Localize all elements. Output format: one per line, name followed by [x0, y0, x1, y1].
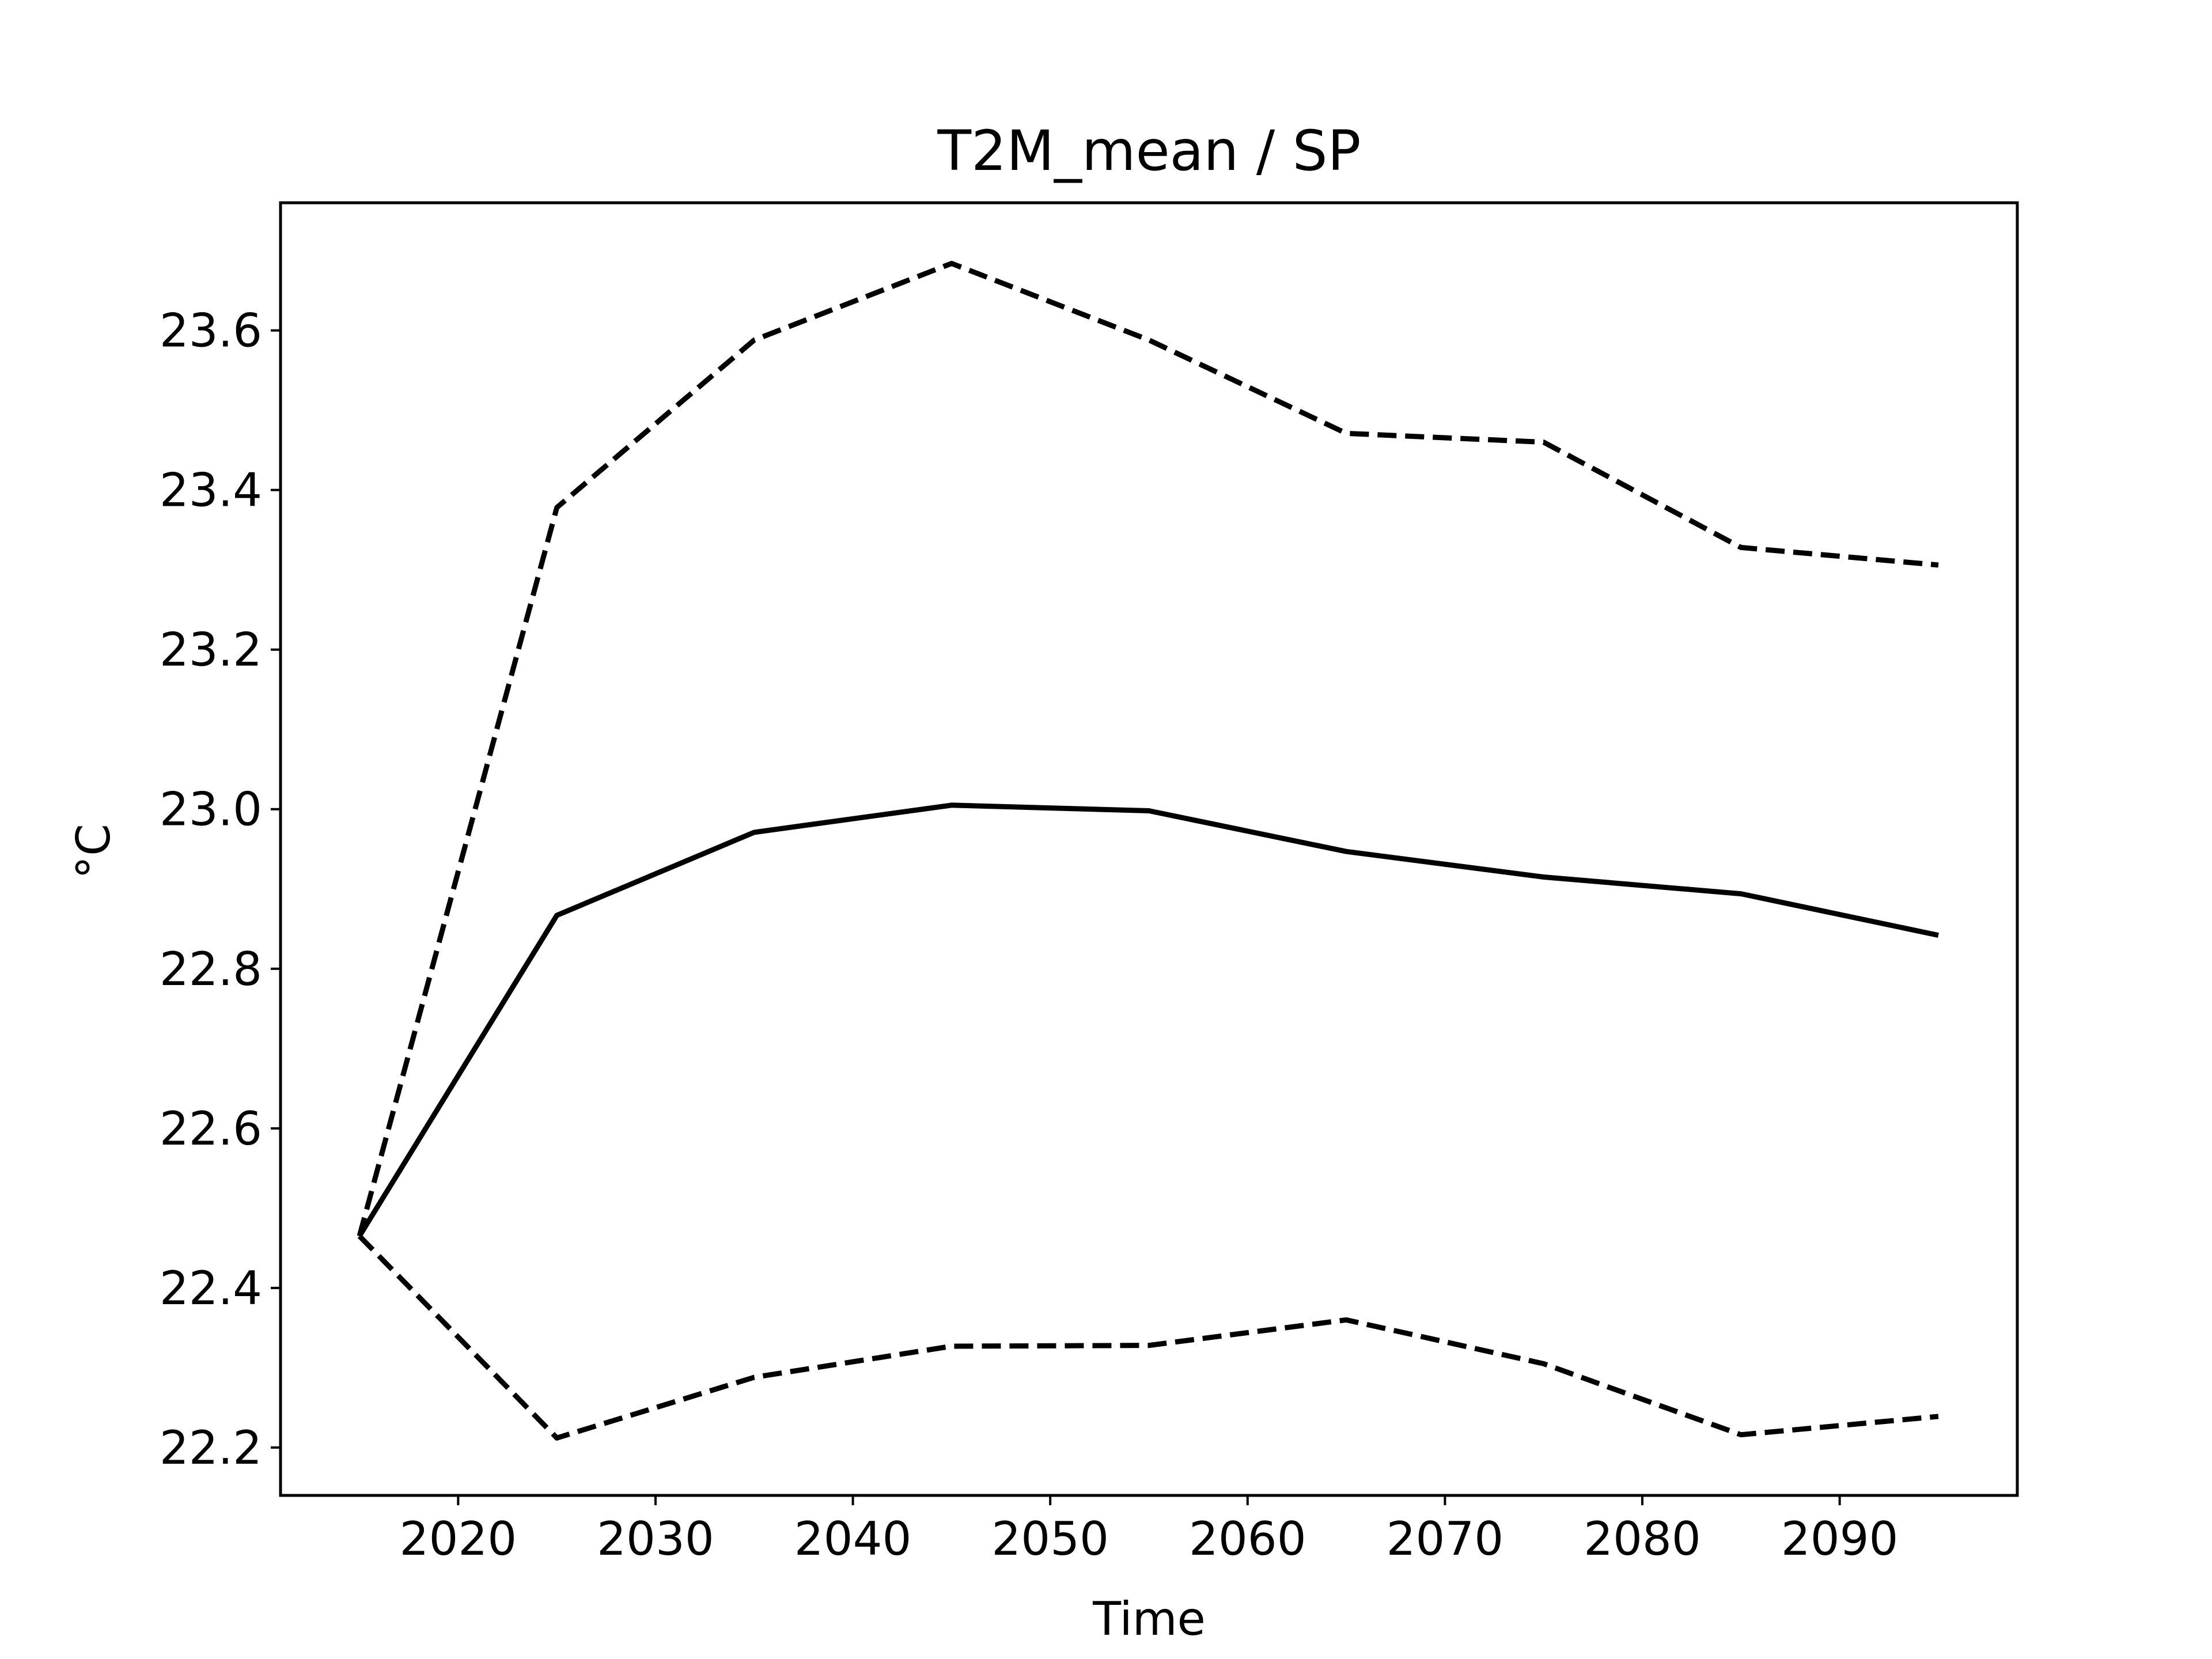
- series-line-1: [357, 802, 1939, 1238]
- x-tick-label: 2090: [1781, 1512, 1899, 1566]
- x-tick-label: 2020: [400, 1512, 517, 1566]
- x-axis-label: Time: [1092, 1592, 1206, 1646]
- y-axis: 22.2 22.4 22.6 22.8 23.0 23.2 23.4 23.6: [160, 304, 281, 1475]
- x-tick-label: 2030: [597, 1512, 714, 1566]
- series-line-2: [357, 260, 1939, 1237]
- y-tick-label: 22.6: [160, 1102, 262, 1156]
- y-tick-label: 22.8: [160, 942, 262, 996]
- x-tick-label: 2060: [1189, 1512, 1306, 1566]
- y-tick-label: 23.0: [160, 783, 262, 836]
- y-tick-label: 22.4: [160, 1262, 262, 1315]
- y-tick-label: 23.6: [160, 304, 262, 358]
- x-tick-label: 2080: [1584, 1512, 1701, 1566]
- x-tick-label: 2050: [991, 1512, 1109, 1566]
- x-tick-label: 2040: [794, 1512, 912, 1566]
- chart-title: T2M_mean / SP: [937, 119, 1361, 183]
- series-layer: [357, 260, 1939, 1441]
- x-tick-label: 2070: [1387, 1512, 1504, 1566]
- plot-frame: [279, 201, 2019, 1497]
- y-tick-label: 23.4: [160, 464, 262, 517]
- x-axis: 2020 2030 2040 2050 2060 2070 2080 2090: [400, 1495, 1899, 1566]
- y-tick-label: 22.2: [160, 1421, 262, 1475]
- y-tick-label: 23.2: [160, 623, 262, 677]
- y-axis-label: °C: [67, 824, 120, 879]
- series-line-3: [357, 1234, 1939, 1441]
